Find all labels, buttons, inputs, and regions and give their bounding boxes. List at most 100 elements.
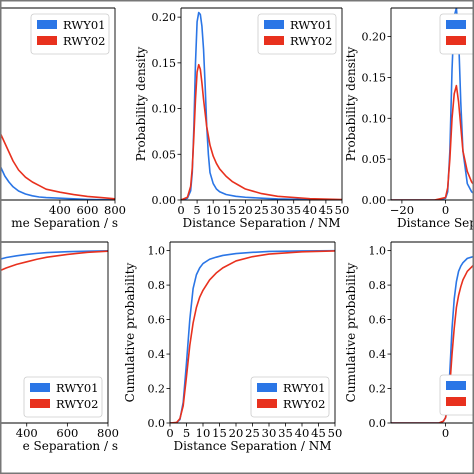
legend: RWY01 RWY02 <box>30 13 110 55</box>
x-tick-label: 0 <box>442 203 449 217</box>
legend-label-rwy01: RWY01 <box>290 18 332 32</box>
legend-label-rwy02: RWY02 <box>63 34 105 48</box>
x-tick-label: 30 <box>270 203 285 217</box>
legend: RWY01 RWY02 <box>257 13 337 55</box>
legend-top-right <box>439 13 474 55</box>
legend-swatch-rwy01 <box>37 20 57 29</box>
x-tick-label: 600 <box>76 203 98 217</box>
y-tick-label: 0.6 <box>148 314 166 327</box>
y-tick-label: 0.15 <box>152 57 177 70</box>
x-tick-label: 10 <box>196 426 211 440</box>
x-tick-label: 20 <box>229 426 244 440</box>
legend-swatch-rwy02 <box>446 36 466 45</box>
y-tick-label: 0.4 <box>369 348 387 361</box>
x-axis-label: Distance Sep <box>397 216 474 230</box>
legend: RWY01 RWY02 <box>23 376 103 418</box>
x-tick-label: 25 <box>254 203 269 217</box>
x-axis-label: Distance Separation / NM <box>182 216 340 230</box>
y-tick-label: 0.4 <box>148 348 166 361</box>
x-tick-label: 400 <box>49 203 71 217</box>
y-tick-label: 0.8 <box>148 279 166 292</box>
y-tick-label: 0.2 <box>369 383 387 396</box>
series-line-rwy01 <box>0 163 115 200</box>
series-line-rwy02 <box>181 63 342 200</box>
legend-swatch-rwy02 <box>257 399 277 408</box>
x-tick-label: 40 <box>302 203 317 217</box>
y-tick-label: 0.0 <box>148 417 166 430</box>
x-tick-label: 5 <box>193 203 200 217</box>
x-tick-label: 600 <box>56 426 78 440</box>
y-axis-label: Cumulative probability <box>123 262 137 402</box>
y-tick-label: 0.6 <box>369 314 387 327</box>
y-tick-label: 0.10 <box>362 112 387 125</box>
series-line-rwy02 <box>170 250 335 423</box>
legend-swatch-rwy01 <box>257 383 277 392</box>
x-tick-label: 15 <box>212 426 227 440</box>
x-axis-label: e Separation / s <box>23 439 118 453</box>
x-tick-label: 35 <box>278 426 293 440</box>
y-tick-label: 0.2 <box>148 383 166 396</box>
y-tick-label: 0.00 <box>152 194 177 207</box>
x-tick-label: 0 <box>166 426 173 440</box>
panel-top-right: −20 0 0.00 0.05 0.10 0.15 0.20 Distance Sep Prob… <box>344 7 474 230</box>
x-tick-label: 5 <box>183 426 190 440</box>
legend: RWY01 RWY02 <box>250 376 330 418</box>
x-tick-label: 45 <box>319 203 334 217</box>
y-axis-label: Probability density <box>134 46 148 161</box>
series-line-rwy02 <box>0 250 108 272</box>
legend-label-rwy01: RWY01 <box>56 381 98 395</box>
y-tick-label: 0.05 <box>362 153 387 166</box>
y-axis-label: Probability density <box>344 46 358 161</box>
panel-bottom-right: 0 0.0 0.2 0.4 0.6 0.8 1.0 Cumulative probabilit… <box>344 241 474 440</box>
x-axis-label: me Separation / s <box>11 216 118 230</box>
legend-swatch-rwy01 <box>264 20 284 29</box>
legend-swatch-rwy02 <box>37 36 57 45</box>
series-line-rwy02 <box>391 263 474 423</box>
legend-swatch-rwy01 <box>30 383 50 392</box>
x-tick-label: 35 <box>286 203 301 217</box>
panel-top-middle: 0 5 10 15 20 25 30 35 40 45 50 0.00 0.05 0.10 0.15 0.20… <box>134 7 350 230</box>
y-tick-label: 0.20 <box>152 11 177 24</box>
y-tick-label: 0.8 <box>369 279 387 292</box>
x-axis-label: Distance Separation / NM <box>173 439 331 453</box>
y-tick-label: 0.20 <box>362 31 387 44</box>
legend-swatch-rwy01 <box>446 381 466 390</box>
y-tick-label: 0.00 <box>362 194 387 207</box>
legend-label-rwy02: RWY02 <box>290 34 332 48</box>
legend-label-rwy01: RWY01 <box>283 381 325 395</box>
y-tick-label: 0.05 <box>152 148 177 161</box>
y-axis-label: Cumulative probability <box>344 262 358 402</box>
x-tick-label: 40 <box>295 426 310 440</box>
x-tick-label: 0 <box>442 426 449 440</box>
legend-label-rwy02: RWY02 <box>56 397 98 411</box>
series-line-rwy01 <box>0 249 108 260</box>
y-tick-label: 0.0 <box>369 417 387 430</box>
legend-bottom-right <box>439 374 474 416</box>
legend-swatch-rwy02 <box>30 399 50 408</box>
y-tick-label: 0.15 <box>362 71 387 84</box>
x-tick-label: 400 <box>16 426 38 440</box>
x-tick-label: 45 <box>311 426 326 440</box>
series-line-rwy02 <box>391 84 474 200</box>
x-tick-label: 10 <box>206 203 221 217</box>
legend-swatch-rwy02 <box>264 36 284 45</box>
panel-bottom-middle: 0 5 10 15 20 25 30 35 40 45 50 0.0 0.2 0.4 0.6 0.8 1.0 Di… <box>123 241 342 453</box>
y-tick-label: 0.10 <box>152 103 177 116</box>
y-tick-label: 1.0 <box>369 245 387 258</box>
x-tick-label: 0 <box>177 203 184 217</box>
x-tick-label: 800 <box>104 203 126 217</box>
series-line-rwy02 <box>0 130 115 200</box>
x-tick-label: 50 <box>335 203 350 217</box>
y-tick-label: 1.0 <box>148 245 166 258</box>
x-tick-label: 20 <box>238 203 253 217</box>
x-tick-label: 15 <box>222 203 237 217</box>
legend-swatch-rwy01 <box>446 20 466 29</box>
x-tick-label: 25 <box>245 426 260 440</box>
x-tick-label: 30 <box>262 426 277 440</box>
x-tick-label: 800 <box>97 426 119 440</box>
